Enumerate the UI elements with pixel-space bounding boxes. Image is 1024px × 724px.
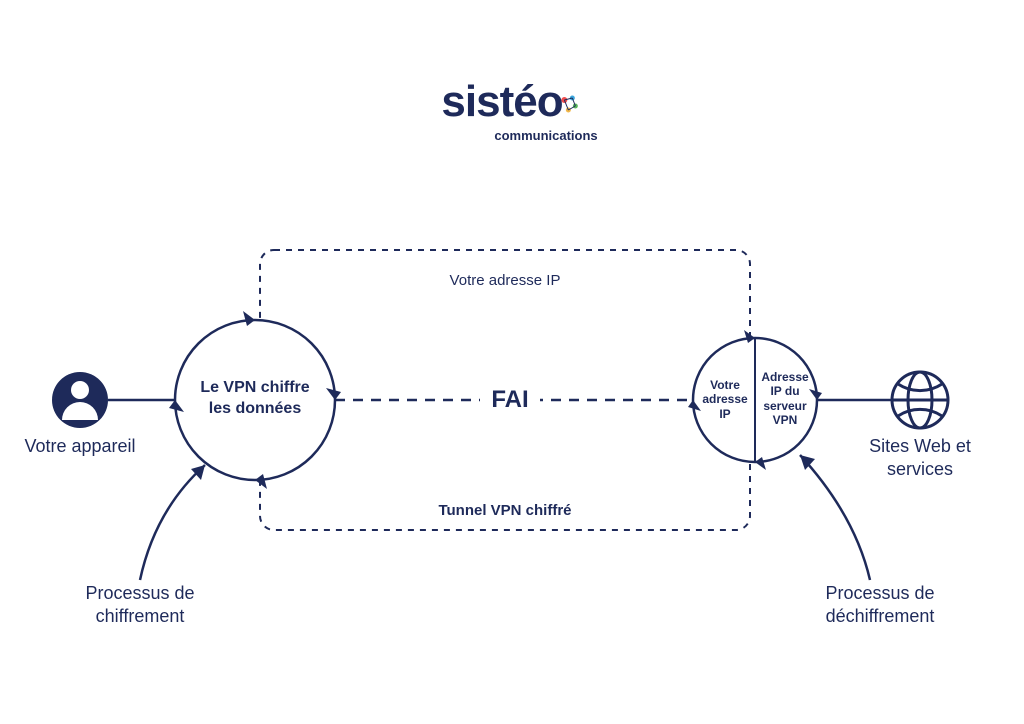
label-encrypt-circle: Le VPN chiffre les données xyxy=(190,378,320,420)
logo-sub-text: communications xyxy=(494,128,597,143)
vpn-diagram: Votre appareil Le VPN chiffre les donnée… xyxy=(0,230,1024,650)
arrow-encrypt-process xyxy=(140,465,205,580)
label-websites: Sites Web et services xyxy=(860,435,980,482)
logo-main-text: sistéo xyxy=(426,80,597,126)
label-device: Votre appareil xyxy=(20,435,140,458)
logo-text: sistéo xyxy=(441,77,562,126)
label-proc-enc: Processus de chiffrement xyxy=(60,582,220,629)
label-tunnel: Tunnel VPN chiffré xyxy=(420,502,590,519)
label-proc-dec: Processus de déchiffrement xyxy=(800,582,960,629)
logo: sistéo communications xyxy=(426,80,597,143)
label-ip-top: Votre adresse IP xyxy=(420,272,590,289)
label-server-ip: Adresse IP du serveur VPN xyxy=(758,370,812,428)
label-fai: FAI xyxy=(480,386,540,414)
logo-accent-icon xyxy=(557,82,583,126)
user-icon xyxy=(52,372,108,428)
globe-icon xyxy=(892,372,948,428)
label-your-ip: Votre adresse IP xyxy=(700,378,750,421)
